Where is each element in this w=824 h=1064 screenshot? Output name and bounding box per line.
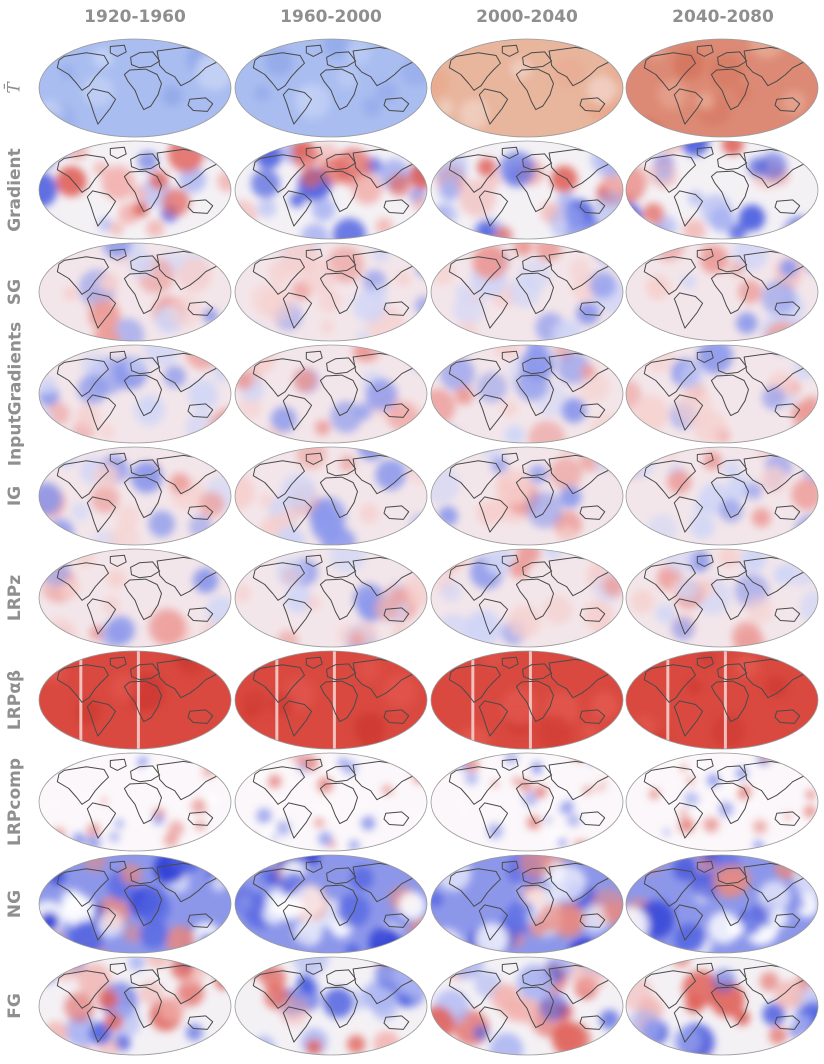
map-mean-temperature-r0-c3 [625,38,819,138]
map-mixed-light-r3-c0 [38,344,232,444]
column-header-2040-2080: 2040-2080 [672,7,774,27]
map-mixed-light-r5-c2 [430,548,624,648]
map-blue-dominant-r8-c3 [625,854,819,954]
map-mixed-r9-c2 [430,956,624,1056]
map-mixed-light-r2-c2 [430,242,624,342]
map-all-red-r6-c1 [234,650,428,750]
map-mixed-r9-c0 [38,956,232,1056]
map-mean-temperature-r0-c2 [430,38,624,138]
map-mixed-light-r4-c2 [430,446,624,546]
map-mixed-r9-c3 [625,956,819,1056]
map-mixed-r9-c1 [234,956,428,1056]
map-mixed-r1-c0 [38,140,232,240]
map-all-red-r6-c3 [625,650,819,750]
map-mixed-r1-c2 [430,140,624,240]
column-header-1960-2000: 1960-2000 [280,7,382,27]
map-mixed-light-r4-c1 [234,446,428,546]
map-mixed-light-r2-c3 [625,242,819,342]
map-mixed-r1-c3 [625,140,819,240]
map-mean-temperature-r0-c1 [234,38,428,138]
map-mixed-r1-c1 [234,140,428,240]
map-all-red-r6-c2 [430,650,624,750]
map-mixed-light-r3-c2 [430,344,624,444]
map-mixed-light-r4-c0 [38,446,232,546]
column-header-1920-1960: 1920-1960 [84,7,186,27]
map-sparse-r7-c0 [38,752,232,852]
map-mixed-light-r3-c3 [625,344,819,444]
map-mixed-light-r3-c1 [234,344,428,444]
map-mixed-light-r2-c0 [38,242,232,342]
map-all-red-r6-c0 [38,650,232,750]
map-mixed-light-r5-c3 [625,548,819,648]
map-sparse-r7-c3 [625,752,819,852]
map-sparse-r7-c1 [234,752,428,852]
map-blue-dominant-r8-c1 [234,854,428,954]
map-mixed-light-r5-c0 [38,548,232,648]
map-sparse-r7-c2 [430,752,624,852]
map-mixed-light-r2-c1 [234,242,428,342]
map-mixed-light-r5-c1 [234,548,428,648]
map-mean-temperature-r0-c0 [38,38,232,138]
map-blue-dominant-r8-c2 [430,854,624,954]
map-blue-dominant-r8-c0 [38,854,232,954]
column-header-2000-2040: 2000-2040 [476,7,578,27]
map-mixed-light-r4-c3 [625,446,819,546]
